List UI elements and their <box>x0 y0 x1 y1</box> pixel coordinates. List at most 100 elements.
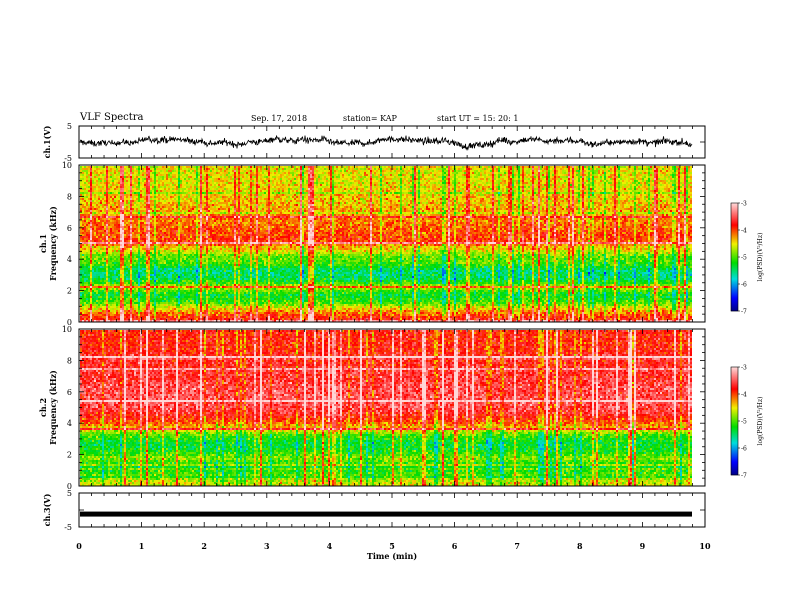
ch1-spec-cell <box>446 194 448 196</box>
ch1-spec-cell <box>382 182 384 184</box>
ch1-spec-cell <box>214 176 216 178</box>
ch1-spec-cell <box>556 166 558 168</box>
ch1-spec-cell <box>682 184 684 186</box>
ch1-spec-cell <box>546 186 548 188</box>
ch1-spec-cell <box>392 196 394 198</box>
ch1-spec-cell <box>316 196 318 198</box>
ch1-spec-cell <box>540 186 542 188</box>
ch1-spec-cell <box>568 170 570 172</box>
ch1-spec-cell <box>644 190 646 192</box>
ch1-spec-cell <box>254 194 256 196</box>
ch1-spec-cell <box>334 196 336 198</box>
ch1-spec-cell <box>244 178 246 180</box>
ch1-spec-cell <box>610 180 612 182</box>
ch1-spec-cell <box>220 192 222 194</box>
ch1-spec-cell <box>600 184 602 186</box>
ch1-spec-cell <box>378 182 380 184</box>
ch1-spec-cell <box>620 188 622 190</box>
ch1-spec-cell <box>246 174 248 176</box>
ch1-spec-cell <box>548 170 550 172</box>
ch1-spec-cell <box>334 190 336 192</box>
ch1-spec-cell <box>558 168 560 170</box>
ch1-spec-cell <box>84 192 86 194</box>
ch1-spec-cell <box>456 178 458 180</box>
ch1-spec-cell <box>534 178 536 180</box>
ch1-spec-cell <box>606 182 608 184</box>
ch1-spec-cell <box>474 172 476 174</box>
ch1-spec-cell <box>286 190 288 192</box>
ch1-spec-cell <box>336 166 338 168</box>
ch1-spec-cell <box>384 170 386 172</box>
ch1-spec-cell <box>594 196 596 198</box>
ch1-spec-cell <box>216 192 218 194</box>
ch1-spec-cell <box>504 178 506 180</box>
ch1-spec-cell <box>224 180 226 182</box>
ch1-spec-cell <box>408 194 410 196</box>
ch1-spec-cell <box>318 184 320 186</box>
ch1-spec-cell <box>132 166 134 168</box>
ch1-spec-cell <box>108 174 110 176</box>
ch1-spec-cell <box>474 170 476 172</box>
ch1-spec-cell <box>214 178 216 180</box>
ch1-spec-cell <box>458 178 460 180</box>
ch1-spec-cell <box>376 176 378 178</box>
ch1-spec-cell <box>114 186 116 188</box>
ch1-spec-cell <box>114 168 116 170</box>
ch1-spec-cell <box>410 170 412 172</box>
ch1-spec-cell <box>382 174 384 176</box>
ch1-spec-cell <box>374 180 376 182</box>
ch1-spec-cell <box>558 192 560 194</box>
ch1-spec-cell <box>584 186 586 188</box>
ch1-spec-cell <box>660 194 662 196</box>
ch1-spec-cell <box>338 186 340 188</box>
ch1-spec-cell <box>572 180 574 182</box>
ch1-spec-cell <box>508 188 510 190</box>
ch1-spec-cell <box>210 182 212 184</box>
ch1-spec-cell <box>474 184 476 186</box>
ch1-spec-cell <box>440 170 442 172</box>
ch1-spec-cell <box>112 194 114 196</box>
ch1-spec-cell <box>436 186 438 188</box>
ch1-spec-cell <box>484 180 486 182</box>
ch1-spec-cell <box>550 180 552 182</box>
ch1-spec-cell <box>526 174 528 176</box>
ch1-spec-cell <box>558 184 560 186</box>
ch1-spec-cell <box>86 192 88 194</box>
ch1-spec-cell <box>562 196 564 198</box>
ch1-spec-cell <box>610 168 612 170</box>
ch1-spec-cell <box>612 188 614 190</box>
ch1-spec-cell <box>156 192 158 194</box>
ch1-spec-cell <box>564 180 566 182</box>
ch1-spec-cell <box>440 192 442 194</box>
ch1-spec-cell <box>204 172 206 174</box>
ch1-spec-cell <box>452 180 454 182</box>
ch1-spec-cell <box>304 192 306 194</box>
ch1-spec-cell <box>162 166 164 168</box>
ch1-spec-cell <box>510 192 512 194</box>
ch1-spec-cell <box>636 170 638 172</box>
ch1-spec-cell <box>288 170 290 172</box>
ch1-spec-cell <box>656 182 658 184</box>
ch1-spec-cell <box>526 180 528 182</box>
ch1-spec-cell <box>564 196 566 198</box>
ch1-spec-cell <box>380 190 382 192</box>
ch1-spec-cell <box>412 194 414 196</box>
ch1-spec-cell <box>646 192 648 194</box>
ch1-spec-cell <box>376 190 378 192</box>
ch1-spec-cell <box>372 182 374 184</box>
ch1-spec-cell <box>460 170 462 172</box>
ch1-spec-cell <box>184 172 186 174</box>
ch1-spec-cell <box>358 166 360 168</box>
ch1-spec-cell <box>674 170 676 172</box>
ch1-spec-cell <box>122 170 124 172</box>
ch1-spec-cell <box>408 178 410 180</box>
ch1-spec-cell <box>346 166 348 168</box>
ch1-spec-cell <box>480 194 482 196</box>
ch1-spec-cell <box>306 192 308 194</box>
ch1-spec-cell <box>326 176 328 178</box>
ch1-spec-cell <box>622 172 624 174</box>
ch1-spec-cell <box>496 180 498 182</box>
ch1-spec-cell <box>614 180 616 182</box>
ch1-spec-cell <box>600 180 602 182</box>
ch1-spec-cell <box>218 166 220 168</box>
